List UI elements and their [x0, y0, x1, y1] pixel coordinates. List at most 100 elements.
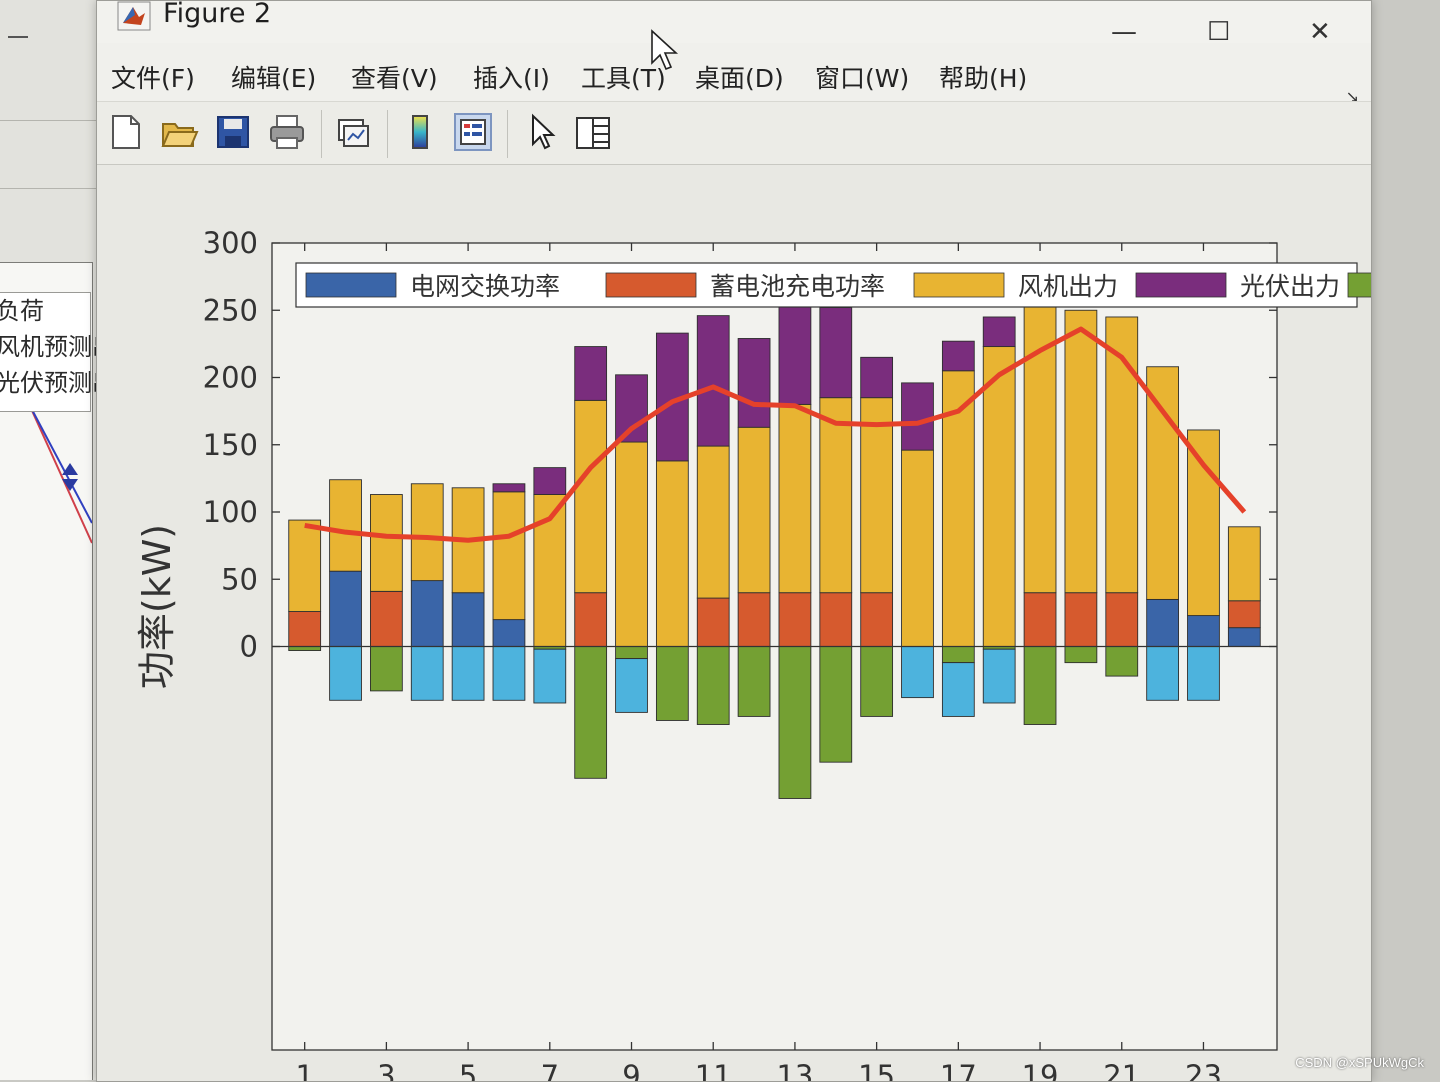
menu-help[interactable]: 帮助(H): [939, 64, 1028, 93]
menu-edit[interactable]: 编辑(E): [231, 64, 317, 93]
background-minimize-icon[interactable]: [8, 36, 28, 38]
close-button[interactable]: ✕: [1309, 17, 1331, 47]
menu-window[interactable]: 窗口(W): [815, 64, 910, 93]
save-icon[interactable]: [213, 112, 253, 152]
background-legend-item: 光伏预测出: [0, 369, 100, 397]
bar-segment-green: [1105, 646, 1139, 677]
bar-segment-green: [941, 646, 975, 664]
bar-segment-wind: [1105, 316, 1139, 594]
bar-segment-wind: [574, 399, 608, 594]
bar-segment-grid_neg: [615, 658, 648, 713]
minimize-button[interactable]: —: [1111, 17, 1137, 47]
legend-icon[interactable]: [453, 112, 493, 152]
bar-segment-grid_neg: [451, 646, 485, 701]
window-title: Figure 2: [163, 0, 272, 29]
y-tick-label: 50: [221, 562, 258, 596]
bar-segment-pv: [901, 382, 934, 451]
bar-segment-green: [574, 646, 608, 779]
x-tick-label: 5: [459, 1059, 477, 1081]
bar-segment-green: [860, 646, 894, 717]
legend: 电网交换功率 蓄电池充电功率 风机出力 光伏出力: [295, 262, 1371, 308]
bar-segment-green: [288, 646, 322, 651]
toolbar-separator: [387, 110, 388, 158]
bar-segment-pv: [860, 356, 894, 399]
legend-label-grid: 电网交换功率: [410, 272, 560, 301]
toolbar-separator: [507, 110, 508, 158]
x-tick-label: 13: [776, 1059, 813, 1081]
maximize-button[interactable]: ☐: [1207, 17, 1231, 47]
toolbar-separator: [321, 110, 322, 158]
menu-view[interactable]: 查看(V): [351, 64, 438, 93]
bar-segment-wind: [1187, 429, 1220, 617]
bar-segment-green: [370, 646, 403, 692]
bar-segment-grid_pos: [492, 619, 526, 647]
bar-segment-wind: [819, 397, 853, 594]
legend-swatch-green: [1347, 272, 1371, 298]
edit-plot-icon[interactable]: [521, 112, 561, 152]
y-axis-label: 功率(kW): [135, 524, 179, 689]
menu-file[interactable]: 文件(F): [111, 64, 195, 93]
menu-desktop[interactable]: 桌面(D): [695, 64, 784, 93]
x-tick-label: 15: [858, 1059, 895, 1081]
property-inspector-icon[interactable]: [573, 112, 613, 152]
menu-insert[interactable]: 插入(I): [473, 64, 550, 93]
menu-bar: 文件(F) 编辑(E) 查看(V) 插入(I) 工具(T) 桌面(D) 窗口(W…: [97, 53, 1371, 99]
bar-segment-grid_pos: [410, 580, 444, 647]
colorbar-icon[interactable]: [401, 112, 441, 152]
bar-segment-green: [737, 646, 771, 717]
open-file-icon[interactable]: [159, 112, 199, 152]
bar-segment-wind: [1146, 366, 1179, 600]
matlab-icon: [117, 1, 151, 31]
bar-segment-wind: [492, 491, 526, 621]
y-tick-label: 250: [203, 293, 258, 327]
bar-segment-pv: [819, 307, 853, 399]
background-window: 负荷 风机预测出 光伏预测出: [0, 0, 101, 1080]
bar-segment-battery: [860, 592, 894, 647]
legend-label-battery: 蓄电池充电功率: [710, 272, 885, 301]
bar-segment-green: [778, 646, 812, 799]
bar-segment-battery: [1064, 592, 1098, 647]
bar-segment-grid_neg: [982, 648, 1016, 704]
bar-segment-pv: [533, 467, 567, 495]
menu-tools[interactable]: 工具(T): [581, 64, 666, 93]
bar-segment-grid_pos: [1227, 627, 1261, 647]
figure-canvas: 0 50 100 150 200 250 300 1 3 5 7 9 11 13 15 17 19 21 23 功率…: [97, 165, 1371, 1081]
bar-segment-green: [615, 646, 648, 660]
y-tick-label: 200: [203, 361, 258, 395]
y-tick-label: 150: [203, 428, 258, 462]
y-tick-label: 100: [203, 495, 258, 529]
bar-segment-grid_neg: [1187, 646, 1220, 701]
toolbar: [97, 101, 1371, 165]
bar-segment-battery: [778, 592, 812, 647]
new-figure-icon[interactable]: [105, 112, 145, 152]
bar-segment-pv: [737, 338, 771, 428]
link-plot-icon[interactable]: [333, 112, 373, 152]
x-tick-label: 21: [1103, 1059, 1140, 1081]
bar-segment-wind: [860, 397, 894, 594]
bar-segment-pv: [574, 346, 608, 401]
bar-segment-wind: [696, 445, 730, 599]
bar-segment-pv: [492, 483, 526, 493]
background-divider: [0, 188, 100, 189]
legend-label-pv: 光伏出力: [1240, 272, 1340, 301]
print-icon[interactable]: [267, 112, 307, 152]
y-tick-label: 300: [203, 226, 258, 260]
bar-segment-battery: [574, 592, 608, 647]
bar-segment-battery: [1227, 600, 1261, 629]
bar-segment-wind: [1227, 526, 1261, 602]
bar-segment-battery: [288, 611, 322, 647]
bar-segment-grid_pos: [451, 592, 485, 647]
x-tick-label: 1: [295, 1059, 313, 1081]
bar-segment-pv: [696, 315, 730, 447]
bar-segment-battery: [1105, 592, 1139, 647]
load-line: [304, 326, 1247, 543]
bar-segment-green: [819, 646, 853, 763]
title-bar[interactable]: Figure 2 — ☐ ✕: [97, 0, 1371, 47]
bar-segment-wind: [410, 483, 444, 582]
mouse-pointer-icon: [651, 29, 679, 71]
bar-segment-battery: [696, 597, 730, 647]
bar-segment-green: [1023, 646, 1057, 725]
x-tick-label: 7: [541, 1059, 559, 1081]
legend-swatch-battery: [605, 272, 697, 298]
bar-segment-grid_pos: [329, 570, 362, 647]
